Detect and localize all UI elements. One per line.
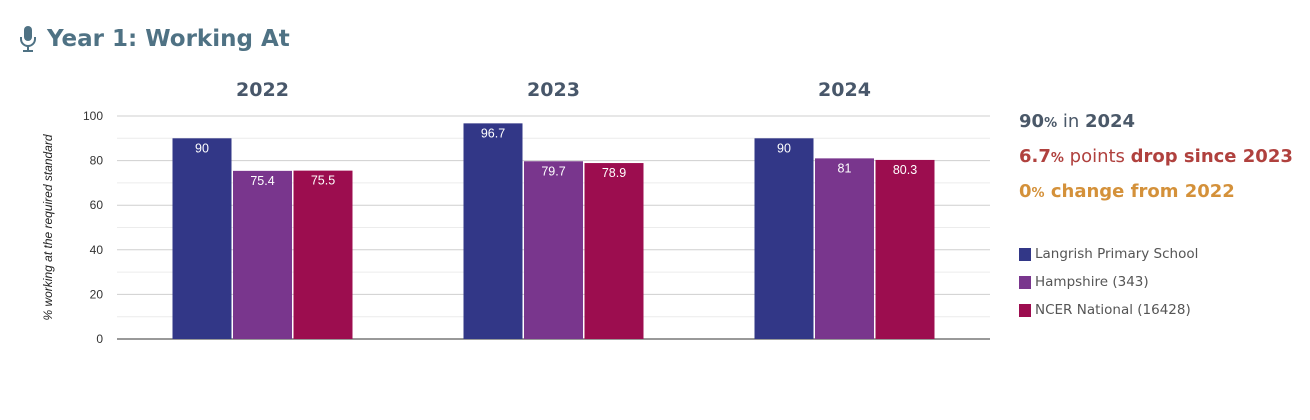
chart-legend: Langrish Primary School Hampshire (343) …: [1019, 240, 1198, 324]
bar-value-label: 78.9: [602, 166, 626, 180]
bar: [754, 138, 814, 339]
bar: [293, 170, 353, 339]
bar-value-label: 90: [777, 141, 791, 155]
y-tick-label: 60: [90, 198, 104, 212]
legend-label: Hampshire (343): [1035, 274, 1149, 290]
bar-value-label: 75.4: [250, 174, 274, 188]
y-tick-label: 80: [90, 154, 104, 168]
legend-item-school[interactable]: Langrish Primary School: [1019, 240, 1198, 268]
summary-change-2023: 6.7% points drop since 2023: [1019, 146, 1293, 167]
summary-current: 90% in 2024: [1019, 111, 1136, 132]
y-axis-label: % working at the required standard: [41, 134, 55, 320]
legend-swatch: [1019, 275, 1031, 289]
y-tick-label: 0: [96, 332, 103, 346]
bar-value-label: 75.5: [311, 174, 335, 188]
bar: [172, 138, 232, 339]
legend-swatch: [1019, 247, 1031, 261]
bar: [463, 123, 523, 339]
legend-swatch: [1019, 303, 1031, 317]
summary-change-2022: 0% change from 2022: [1019, 181, 1235, 202]
legend-label: NCER National (16428): [1035, 302, 1191, 318]
bar-value-label: 96.7: [481, 126, 505, 140]
group-label: 2024: [818, 79, 871, 101]
bar-chart: 0 20 40 60 80 100 % working at the required st…: [41, 79, 990, 346]
bar: [233, 170, 292, 339]
y-tick-label: 100: [83, 109, 103, 123]
bar: [875, 159, 935, 339]
bar: [815, 158, 874, 339]
bar-value-label: 81: [838, 161, 852, 175]
bar: [524, 161, 583, 339]
bar: [584, 163, 644, 339]
bar-value-label: 80.3: [893, 163, 917, 177]
legend-item-national[interactable]: NCER National (16428): [1019, 296, 1198, 324]
bar-value-label: 79.7: [541, 164, 565, 178]
y-tick-label: 40: [90, 243, 104, 257]
page-title: Year 1: Working At: [47, 26, 290, 52]
legend-label: Langrish Primary School: [1035, 246, 1199, 262]
summary-panel: 90% in 2024 6.7% points drop since 2023 …: [1019, 105, 1293, 210]
y-tick-label: 20: [90, 287, 104, 301]
bar-value-label: 90: [195, 141, 209, 155]
group-label: 2022: [236, 79, 289, 101]
chart-header: Year 1: Working At: [18, 22, 290, 56]
legend-item-hampshire[interactable]: Hampshire (343): [1019, 268, 1198, 296]
microphone-icon: [20, 26, 36, 52]
group-label: 2023: [527, 79, 580, 101]
